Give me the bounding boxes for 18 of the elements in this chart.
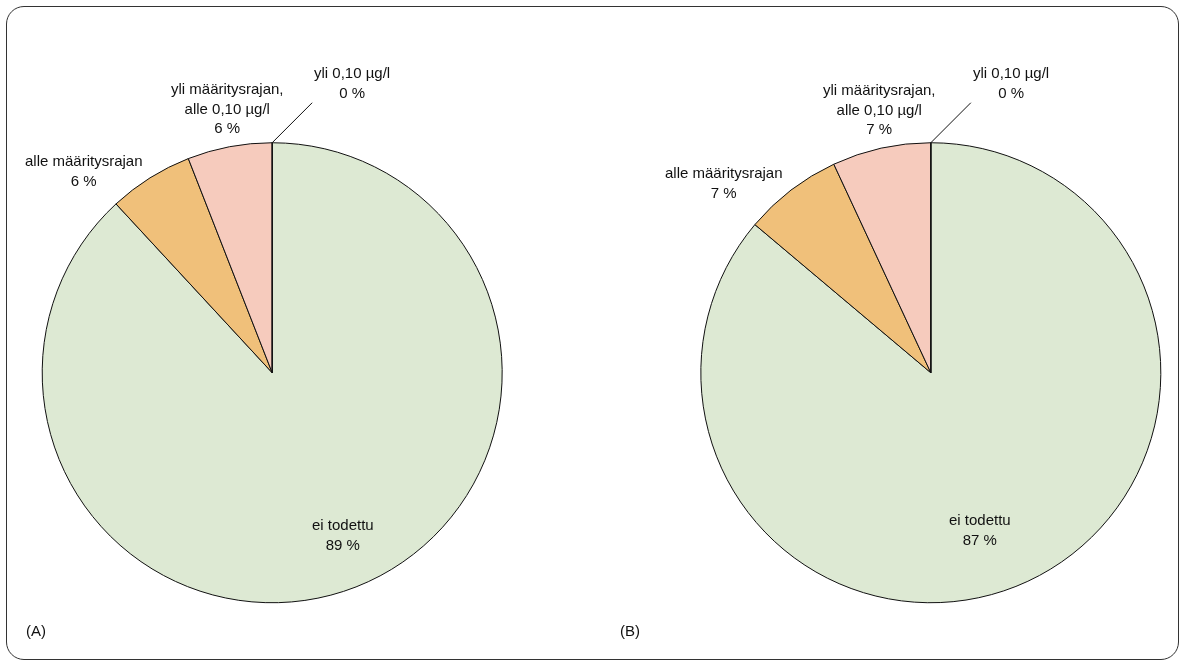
slice-label: alle määritysrajan — [25, 152, 143, 169]
data-label: 87 % — [962, 530, 997, 548]
data-label: 6 % — [214, 119, 241, 136]
data-label: 6 % — [70, 171, 97, 189]
category-label: yli 0,10 µg/l — [314, 64, 391, 81]
slice-label: ei todettu — [949, 511, 1011, 528]
slice-label: yli määritysrajan, alle 0,10 µg/l — [171, 80, 284, 117]
category-label: yli 0,10 µg/l — [973, 64, 1050, 81]
slice-label: yli määritysrajan, alle 0,10 µg/l — [823, 81, 936, 118]
text: 0 % — [998, 83, 1025, 101]
text: (B) — [620, 622, 640, 639]
slice-label: ei todettu — [312, 516, 374, 533]
data-label: 7 % — [710, 183, 737, 201]
slice-label: alle määritysrajan — [665, 164, 783, 181]
data-label: 89 % — [325, 535, 360, 553]
text: (A) — [26, 622, 46, 639]
text: 0 % — [339, 83, 366, 101]
data-label: 7 % — [866, 120, 893, 137]
